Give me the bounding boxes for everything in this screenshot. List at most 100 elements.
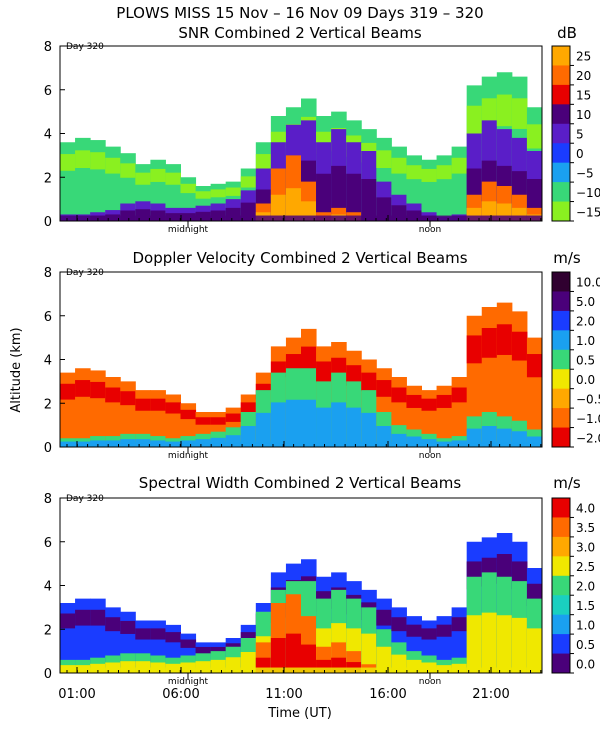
heatmap-cell [210, 417, 227, 425]
y-tick-label: 2 [44, 623, 52, 638]
colorbar-label: 0.5 [576, 354, 595, 368]
colorbar-segment [552, 634, 570, 654]
heatmap-cell [301, 346, 317, 372]
y-tick-label: 0 [44, 215, 52, 230]
heatmap-cell [255, 412, 272, 447]
heatmap-cell [361, 179, 377, 221]
heatmap-cell [60, 154, 76, 171]
heatmap-cell [285, 188, 302, 221]
x-tick-label: 06:00 [162, 687, 199, 702]
heatmap-cell [361, 633, 377, 673]
y-tick-label: 6 [44, 536, 52, 551]
heatmap-cell [120, 163, 136, 178]
heatmap-cell [466, 105, 483, 135]
heatmap-cell [496, 324, 513, 355]
heatmap-cell [225, 413, 242, 422]
y-tick-label: 6 [44, 310, 52, 325]
colorbar-segment [552, 349, 570, 370]
noon-marker-label: noon [419, 677, 441, 687]
heatmap-cell [150, 628, 166, 640]
panel-1: SNR Combined 2 Vertical Beams dB 0 2 4 6 8 Day … [44, 24, 600, 235]
heatmap-cell [496, 94, 513, 127]
heatmap-cell [406, 624, 422, 637]
panel-3: Spectral Width Combined 2 Vertical Beams… [44, 474, 595, 687]
colorbar-segment [552, 123, 570, 144]
heatmap-cell [285, 633, 302, 673]
colorbar-label: 3.5 [576, 521, 595, 535]
heatmap-cell [180, 639, 197, 648]
colorbar-segment [552, 517, 570, 538]
heatmap-cell [376, 646, 392, 673]
heatmap-cell [105, 617, 121, 632]
x-tick-label: 11:00 [265, 687, 302, 702]
colorbar-segment [552, 575, 570, 596]
heatmap-cell [331, 165, 347, 221]
heatmap-cell [135, 661, 151, 673]
day-label: Day 320 [66, 494, 104, 504]
y-axis-label: Altitude (km) [9, 327, 24, 412]
colorbar-label: −15 [576, 205, 600, 219]
heatmap-cell [195, 191, 212, 199]
heatmap-cell [90, 152, 106, 170]
colorbar-label: −2.0 [576, 431, 600, 445]
heatmap-cell [75, 380, 91, 397]
heatmap-cell [301, 644, 317, 673]
heatmap-cell [511, 617, 528, 673]
heatmap-cell [376, 609, 392, 626]
heatmap-cell [391, 617, 407, 632]
heatmap-cell [150, 168, 166, 182]
panel-title: SNR Combined 2 Vertical Beams [178, 24, 421, 42]
colorbar-segment [552, 310, 570, 331]
heatmap-cell [90, 609, 106, 626]
heatmap-cell [270, 194, 287, 221]
heatmap-cell [60, 613, 76, 629]
heatmap-cell [496, 554, 513, 584]
heatmap-cell [421, 168, 438, 182]
colorbar-label: −0.5 [576, 392, 600, 406]
heatmap-cell [225, 187, 242, 196]
colorbar-segment [552, 291, 570, 312]
colorbar-label: 0.0 [576, 373, 595, 387]
heatmap-cell [195, 661, 212, 673]
colorbar-unit: dB [557, 24, 577, 42]
colorbar-segment [552, 614, 570, 635]
heatmap-cell [361, 372, 377, 392]
colorbar-segment [552, 408, 570, 428]
y-tick-label: 2 [44, 397, 52, 412]
colorbar-segment [552, 653, 570, 674]
heatmap-cell [120, 391, 136, 406]
colorbar-label: 25 [576, 50, 591, 64]
heatmap-cell [421, 398, 438, 411]
colorbar-segment [552, 46, 570, 66]
panel-2: Doppler Velocity Combined 2 Vertical Bea… [44, 249, 600, 461]
heatmap-cell [301, 399, 317, 447]
heatmap-cell [526, 628, 543, 673]
heatmap-cell [240, 402, 257, 414]
colorbar-label: 1.5 [576, 599, 595, 613]
y-tick-label: 4 [44, 128, 52, 143]
midnight-marker-label: midnight [168, 677, 209, 687]
heatmap-cell [511, 98, 528, 129]
heatmap-cell [180, 183, 197, 194]
heatmap-cell [406, 394, 422, 408]
heatmap-cell [436, 165, 453, 180]
colorbar-segment [552, 498, 570, 518]
day-label: Day 320 [66, 268, 104, 278]
heatmap-cell [195, 417, 212, 425]
heatmap-cell [240, 176, 257, 188]
heatmap-cell [346, 173, 362, 221]
heatmap-cell [165, 632, 181, 643]
colorbar-label: 2.5 [576, 560, 595, 574]
colorbar-unit: m/s [553, 474, 581, 492]
colorbar-label: 10.0 [576, 276, 600, 290]
heatmap-cell [451, 617, 468, 632]
colorbar-label: 1.0 [576, 618, 595, 632]
panel-title: Doppler Velocity Combined 2 Vertical Bea… [132, 249, 467, 267]
heatmap-cell [481, 612, 498, 673]
colorbar-segment [552, 182, 570, 202]
heatmap-cell [75, 609, 91, 626]
heatmap-cell [165, 402, 181, 414]
heatmap-cell [135, 172, 151, 185]
y-tick-label: 4 [44, 354, 52, 369]
colorbar-segment [552, 536, 570, 557]
